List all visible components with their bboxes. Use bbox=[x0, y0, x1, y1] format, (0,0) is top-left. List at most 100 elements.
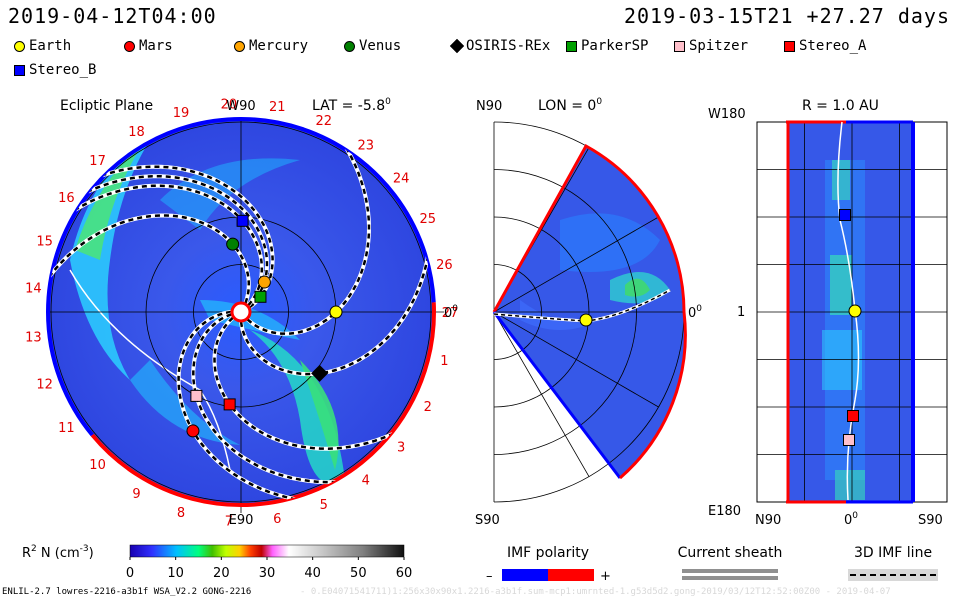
polarity-rim bbox=[90, 117, 436, 303]
carrington-label: 5 bbox=[320, 498, 328, 513]
carrington-label: 14 bbox=[25, 282, 42, 297]
imf-minus-label: – bbox=[486, 569, 493, 584]
legend-label: Stereo_A bbox=[799, 38, 867, 54]
carrington-label: 7 bbox=[225, 515, 233, 530]
mars-marker bbox=[186, 424, 200, 438]
lat-spoke bbox=[493, 311, 659, 408]
density-band bbox=[160, 158, 300, 230]
density-patch bbox=[625, 278, 650, 297]
legend-item-spitzer: Spitzer bbox=[674, 38, 748, 54]
legend-item-mars: Mars bbox=[124, 38, 173, 54]
imf-line-venus bbox=[48, 214, 251, 304]
one-label: 1 bbox=[737, 305, 745, 320]
density-features bbox=[520, 213, 670, 330]
legend-label: Mercury bbox=[249, 38, 309, 54]
panel-title: R = 1.0 AU bbox=[802, 98, 879, 114]
carrington-label: 22 bbox=[316, 114, 333, 129]
polarity-rim bbox=[90, 302, 436, 507]
carrington-label: 17 bbox=[89, 154, 106, 169]
colorbar-tick-label: 0 bbox=[126, 566, 134, 581]
current-sheath-swatch bbox=[682, 576, 778, 580]
colorbar-tick-label: 40 bbox=[304, 566, 321, 581]
venus-marker bbox=[226, 237, 240, 251]
lat-spoke bbox=[493, 216, 659, 313]
imf-line-mercury bbox=[80, 174, 269, 307]
zero-deg-label: 00 bbox=[844, 511, 858, 528]
imf-positive-swatch bbox=[548, 569, 594, 581]
density-patch bbox=[825, 160, 865, 480]
lat-lon-panel: W180 R = 1.0 AU 1 E180 N90 00 S90 bbox=[708, 98, 948, 528]
panel-title: Ecliptic Plane bbox=[60, 98, 153, 114]
legend-item-stereo_a: Stereo_A bbox=[784, 38, 866, 54]
carrington-label: 11 bbox=[58, 421, 75, 436]
current-sheath-title: Current sheath bbox=[678, 545, 783, 561]
carrington-label: 21 bbox=[269, 100, 286, 115]
stereo_a-marker bbox=[847, 410, 859, 422]
density-band bbox=[70, 125, 160, 380]
legend-label: Mars bbox=[139, 38, 173, 54]
legend-item-earth: Earth bbox=[14, 38, 71, 54]
cr-time-label: 2019-03-15T21 +27.27 days bbox=[623, 4, 950, 28]
legend-label: OSIRIS-REx bbox=[466, 38, 551, 54]
legend-label: ParkerSP bbox=[581, 38, 649, 54]
density-features bbox=[69, 125, 345, 484]
spitzer-marker bbox=[190, 389, 203, 402]
imf-line-parkersp bbox=[95, 165, 274, 309]
lat-label: LAT = -5.80 bbox=[312, 97, 391, 114]
mercury-marker-icon bbox=[234, 40, 245, 52]
parkersp-marker bbox=[254, 290, 267, 303]
colorbar bbox=[129, 544, 405, 558]
legend-label: Stereo_B bbox=[29, 62, 97, 78]
current-sheath-swatch bbox=[682, 569, 778, 573]
density-patch bbox=[835, 470, 865, 500]
carrington-label: 3 bbox=[397, 440, 405, 455]
mercury-marker bbox=[257, 275, 271, 289]
density-band bbox=[250, 330, 345, 484]
sun-inner-boundary bbox=[230, 301, 252, 323]
legend-item-parkersp: ParkerSP bbox=[566, 38, 648, 54]
parkersp-marker-icon bbox=[566, 40, 577, 52]
carrington-label: 13 bbox=[25, 330, 42, 345]
density-patch bbox=[832, 160, 850, 200]
n90-label: N90 bbox=[476, 99, 502, 114]
carrington-label: 27 bbox=[442, 306, 459, 321]
legend-label: Spitzer bbox=[689, 38, 749, 54]
panel-title: LON = 00 bbox=[538, 97, 602, 114]
earth-marker bbox=[848, 304, 862, 318]
colorbar-label: R2 N (cm-3) bbox=[22, 544, 94, 561]
imf-line-earth bbox=[246, 141, 371, 335]
carrington-label: 6 bbox=[273, 512, 281, 527]
earth-marker-icon bbox=[14, 40, 25, 52]
polarity-rim bbox=[492, 143, 686, 313]
stereo_b-marker bbox=[236, 214, 249, 227]
footer-run-id: - 0.E04071541711)1:256x30x90x1.2216-a3b1… bbox=[300, 587, 891, 597]
stereo_a-marker-icon bbox=[784, 40, 795, 52]
carrington-label: 10 bbox=[89, 458, 106, 473]
osiris-rex-marker bbox=[311, 364, 329, 382]
footer-model-info: ENLIL-2.7 lowres-2216-a3b1f WSA_V2.2 GON… bbox=[2, 587, 252, 597]
carrington-label: 8 bbox=[177, 506, 185, 521]
carrington-label: 1 bbox=[440, 354, 448, 369]
n90-label: N90 bbox=[755, 513, 781, 528]
stereo_b-marker-icon bbox=[14, 64, 25, 76]
stereo_b-marker bbox=[839, 209, 851, 221]
zero-deg-label: 00 bbox=[688, 304, 702, 321]
legend-item-venus: Venus bbox=[344, 38, 401, 54]
density-band bbox=[300, 360, 339, 470]
w180-label: W180 bbox=[708, 107, 746, 122]
carrington-label: 2 bbox=[424, 400, 432, 415]
imf-line-title: 3D IMF line bbox=[854, 545, 932, 561]
carrington-label: 4 bbox=[362, 474, 370, 489]
carrington-label: 15 bbox=[36, 235, 53, 250]
carrington-label: 23 bbox=[358, 138, 375, 153]
legend-item-osiris-rex: OSIRIS-REx bbox=[449, 38, 551, 54]
imf-line-mars bbox=[177, 310, 303, 502]
meridional-panel: N90 LON = 00 S90 00 bbox=[475, 97, 702, 528]
imf-line-spitzer bbox=[192, 313, 344, 484]
earth-marker bbox=[579, 313, 593, 327]
colorbar-tick-label: 10 bbox=[167, 566, 184, 581]
legend-label: Earth bbox=[29, 38, 72, 54]
mars-marker-icon bbox=[124, 40, 135, 52]
